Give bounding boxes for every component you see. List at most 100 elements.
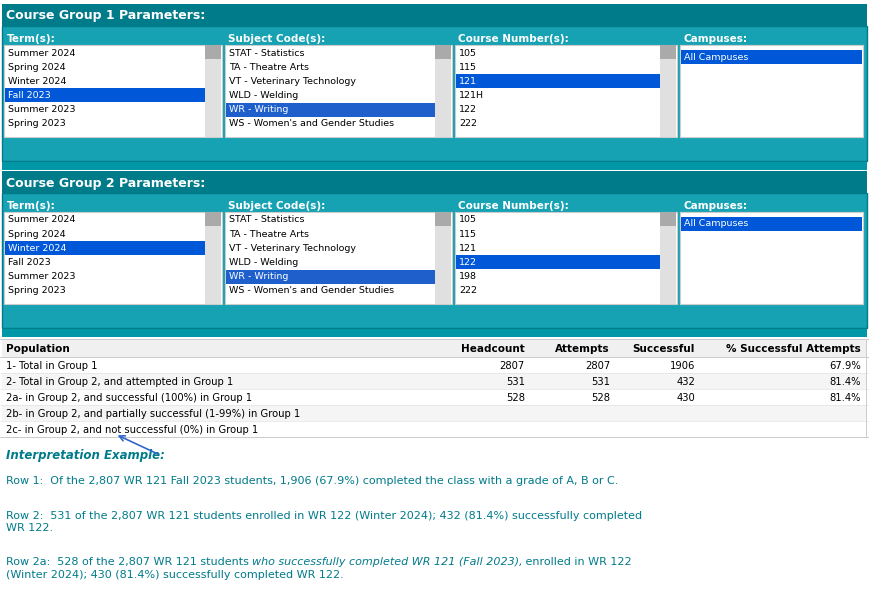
Text: Course Number(s):: Course Number(s): bbox=[458, 201, 568, 211]
Text: Summer 2023: Summer 2023 bbox=[8, 105, 76, 114]
Text: 81.4%: 81.4% bbox=[830, 377, 861, 387]
Text: Winter 2024: Winter 2024 bbox=[8, 77, 66, 86]
Text: 121: 121 bbox=[459, 77, 477, 86]
FancyBboxPatch shape bbox=[2, 26, 867, 161]
FancyBboxPatch shape bbox=[2, 405, 867, 421]
FancyBboxPatch shape bbox=[680, 212, 863, 304]
Text: who successfully completed WR 121 (Fall 2023),: who successfully completed WR 121 (Fall … bbox=[252, 557, 523, 567]
Text: 528: 528 bbox=[506, 393, 525, 403]
FancyBboxPatch shape bbox=[680, 45, 863, 137]
Text: WS - Women's and Gender Studies: WS - Women's and Gender Studies bbox=[229, 119, 395, 128]
Text: Row 1:  Of the 2,807 WR 121 Fall 2023 students, 1,906 (67.9%) completed the clas: Row 1: Of the 2,807 WR 121 Fall 2023 stu… bbox=[6, 476, 619, 486]
Text: Successful: Successful bbox=[633, 344, 695, 354]
FancyBboxPatch shape bbox=[2, 389, 867, 405]
Text: Spring 2023: Spring 2023 bbox=[8, 119, 66, 128]
Text: Campuses:: Campuses: bbox=[683, 201, 747, 211]
Text: 121: 121 bbox=[459, 244, 477, 253]
Text: WR - Writing: WR - Writing bbox=[229, 105, 289, 114]
Text: 222: 222 bbox=[459, 119, 477, 128]
Text: 2807: 2807 bbox=[585, 361, 610, 371]
FancyBboxPatch shape bbox=[2, 4, 867, 26]
Text: All Campuses: All Campuses bbox=[684, 53, 748, 62]
Text: Course Group 1 Parameters:: Course Group 1 Parameters: bbox=[6, 10, 205, 23]
Text: Fall 2023: Fall 2023 bbox=[8, 91, 50, 100]
Text: Term(s):: Term(s): bbox=[7, 34, 56, 44]
Text: % Successful Attempts: % Successful Attempts bbox=[726, 344, 861, 354]
Text: Subject Code(s):: Subject Code(s): bbox=[228, 34, 325, 44]
Text: WS - Women's and Gender Studies: WS - Women's and Gender Studies bbox=[229, 286, 395, 295]
Text: 115: 115 bbox=[459, 63, 477, 72]
Text: Headcount: Headcount bbox=[461, 344, 525, 354]
Text: Interpretation Example:: Interpretation Example: bbox=[6, 449, 165, 461]
FancyBboxPatch shape bbox=[225, 212, 452, 304]
Text: Course Group 2 Parameters:: Course Group 2 Parameters: bbox=[6, 177, 205, 189]
Text: 222: 222 bbox=[459, 286, 477, 295]
Text: TA - Theatre Arts: TA - Theatre Arts bbox=[229, 229, 309, 238]
FancyBboxPatch shape bbox=[2, 357, 867, 373]
Text: Term(s):: Term(s): bbox=[7, 201, 56, 211]
Text: WLD - Welding: WLD - Welding bbox=[229, 91, 298, 100]
FancyBboxPatch shape bbox=[681, 217, 862, 231]
FancyBboxPatch shape bbox=[455, 45, 677, 137]
FancyBboxPatch shape bbox=[435, 45, 451, 137]
Text: 81.4%: 81.4% bbox=[830, 393, 861, 403]
Text: STAT - Statistics: STAT - Statistics bbox=[229, 216, 304, 225]
FancyBboxPatch shape bbox=[226, 270, 435, 283]
FancyBboxPatch shape bbox=[680, 212, 863, 304]
FancyBboxPatch shape bbox=[5, 241, 205, 255]
Text: Campuses:: Campuses: bbox=[683, 34, 747, 44]
Text: All Campuses: All Campuses bbox=[684, 219, 748, 228]
FancyBboxPatch shape bbox=[435, 212, 451, 226]
FancyBboxPatch shape bbox=[455, 212, 677, 304]
Text: (Winter 2024); 430 (81.4%) successfully completed WR 122.: (Winter 2024); 430 (81.4%) successfully … bbox=[6, 570, 344, 580]
Text: 531: 531 bbox=[591, 377, 610, 387]
FancyBboxPatch shape bbox=[226, 102, 435, 117]
Text: Population: Population bbox=[6, 344, 70, 354]
Text: 122: 122 bbox=[459, 105, 477, 114]
Text: Summer 2024: Summer 2024 bbox=[8, 49, 76, 58]
Text: 2b- in Group 2, and partially successful (1-99%) in Group 1: 2b- in Group 2, and partially successful… bbox=[6, 409, 301, 419]
Text: 2a- in Group 2, and successful (100%) in Group 1: 2a- in Group 2, and successful (100%) in… bbox=[6, 393, 252, 403]
FancyBboxPatch shape bbox=[2, 171, 867, 193]
Text: Attempts: Attempts bbox=[555, 344, 610, 354]
Text: TA - Theatre Arts: TA - Theatre Arts bbox=[229, 63, 309, 72]
Text: Spring 2024: Spring 2024 bbox=[8, 63, 66, 72]
FancyBboxPatch shape bbox=[205, 212, 221, 226]
Text: Subject Code(s):: Subject Code(s): bbox=[228, 201, 325, 211]
FancyBboxPatch shape bbox=[205, 45, 221, 137]
Text: 1906: 1906 bbox=[670, 361, 695, 371]
FancyBboxPatch shape bbox=[435, 45, 451, 59]
FancyBboxPatch shape bbox=[205, 45, 221, 59]
FancyBboxPatch shape bbox=[2, 339, 867, 357]
Text: 531: 531 bbox=[506, 377, 525, 387]
FancyBboxPatch shape bbox=[681, 50, 862, 64]
Text: 121H: 121H bbox=[459, 91, 484, 100]
FancyBboxPatch shape bbox=[225, 45, 452, 137]
FancyBboxPatch shape bbox=[2, 421, 867, 437]
FancyBboxPatch shape bbox=[2, 162, 867, 170]
FancyBboxPatch shape bbox=[660, 45, 676, 137]
FancyBboxPatch shape bbox=[205, 212, 221, 304]
Text: 2807: 2807 bbox=[500, 361, 525, 371]
Text: 115: 115 bbox=[459, 229, 477, 238]
FancyBboxPatch shape bbox=[660, 45, 676, 59]
Text: Course Number(s):: Course Number(s): bbox=[458, 34, 568, 44]
Text: Summer 2024: Summer 2024 bbox=[8, 216, 76, 225]
FancyBboxPatch shape bbox=[4, 45, 222, 137]
Text: Fall 2023: Fall 2023 bbox=[8, 258, 50, 267]
FancyBboxPatch shape bbox=[456, 74, 660, 88]
Text: Winter 2024: Winter 2024 bbox=[8, 244, 66, 253]
Text: Row 2a:  528 of the 2,807 WR 121 students: Row 2a: 528 of the 2,807 WR 121 students bbox=[6, 557, 252, 567]
Text: VT - Veterinary Technology: VT - Veterinary Technology bbox=[229, 244, 356, 253]
Text: 198: 198 bbox=[459, 272, 477, 281]
Text: WLD - Welding: WLD - Welding bbox=[229, 258, 298, 267]
Text: 528: 528 bbox=[591, 393, 610, 403]
Text: 105: 105 bbox=[459, 216, 477, 225]
Text: 432: 432 bbox=[676, 377, 695, 387]
FancyBboxPatch shape bbox=[660, 212, 676, 226]
Text: 122: 122 bbox=[459, 258, 477, 267]
Text: Summer 2023: Summer 2023 bbox=[8, 272, 76, 281]
FancyBboxPatch shape bbox=[4, 212, 222, 304]
Text: WR - Writing: WR - Writing bbox=[229, 272, 289, 281]
Text: Row 2:  531 of the 2,807 WR 121 students enrolled in WR 122 (Winter 2024); 432 (: Row 2: 531 of the 2,807 WR 121 students … bbox=[6, 511, 642, 533]
